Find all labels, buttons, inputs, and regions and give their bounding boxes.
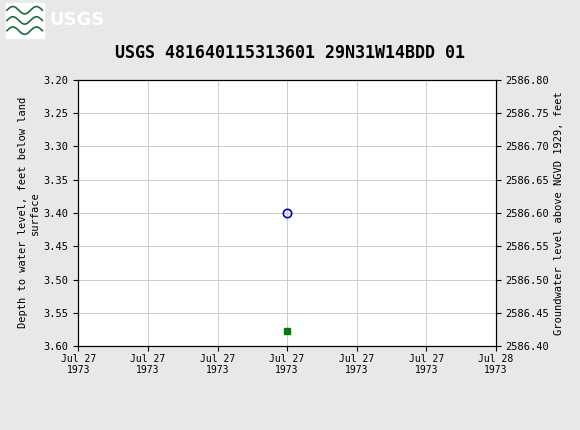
Text: USGS 481640115313601 29N31W14BDD 01: USGS 481640115313601 29N31W14BDD 01 xyxy=(115,44,465,62)
Y-axis label: Groundwater level above NGVD 1929, feet: Groundwater level above NGVD 1929, feet xyxy=(553,91,564,335)
Text: USGS: USGS xyxy=(49,12,104,29)
FancyBboxPatch shape xyxy=(6,3,44,37)
Y-axis label: Depth to water level, feet below land
surface: Depth to water level, feet below land su… xyxy=(18,97,39,329)
